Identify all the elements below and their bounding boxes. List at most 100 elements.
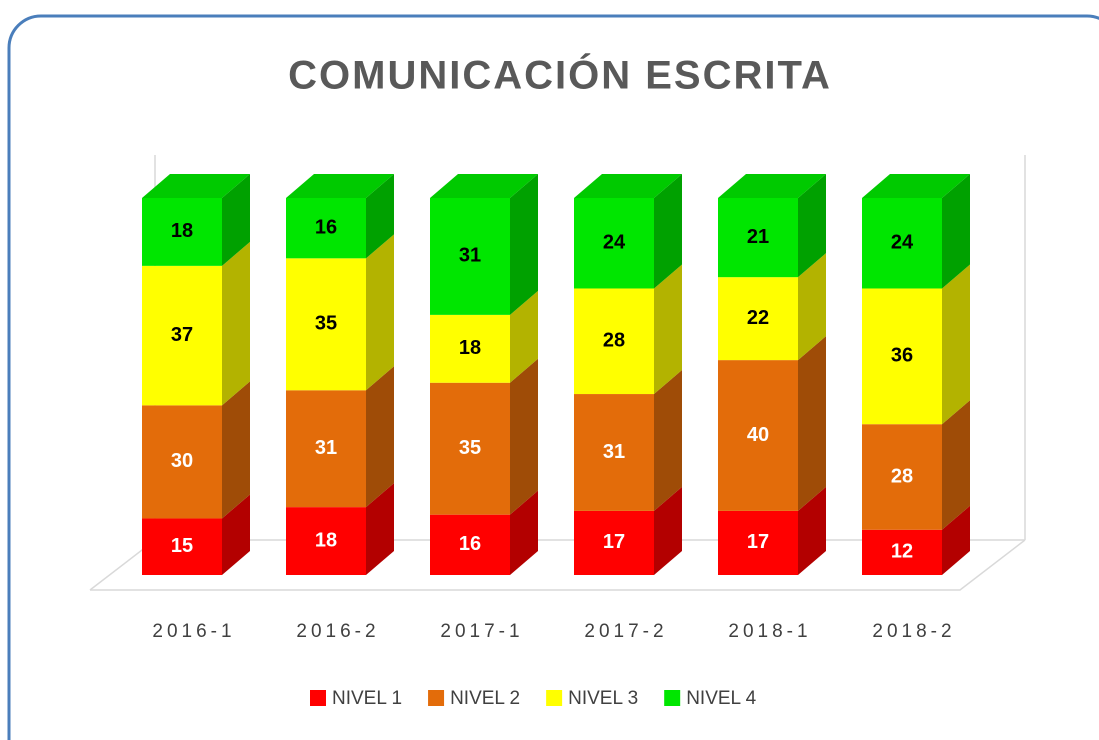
- bar-side: [798, 486, 826, 575]
- bar-front: [574, 510, 654, 575]
- bar-front: [862, 424, 942, 530]
- bar-front: [430, 314, 510, 383]
- data-label: 24: [603, 232, 626, 254]
- bar-side: [654, 264, 682, 395]
- bar-segment: [430, 174, 538, 315]
- bar-front: [862, 198, 942, 289]
- bar-front: [430, 514, 510, 575]
- chart-title: COMUNICACIÓN ESCRITA: [288, 52, 832, 98]
- bar-segment: [862, 174, 970, 289]
- data-label: 36: [891, 345, 913, 367]
- bar-front: [430, 382, 510, 515]
- bar-side: [654, 174, 682, 289]
- data-label: 18: [315, 529, 337, 551]
- bar-side: [510, 358, 538, 515]
- x-tick-label: 2016-1: [152, 621, 235, 642]
- bar-segment: [142, 241, 250, 406]
- bar-side: [222, 494, 250, 575]
- bar-side: [510, 490, 538, 575]
- chart-frame: [7, 14, 1099, 740]
- bar-segment: [718, 336, 826, 511]
- bar-segment: [142, 381, 250, 519]
- data-label: 22: [747, 307, 769, 329]
- data-label: 18: [459, 337, 481, 359]
- legend-swatch: [310, 690, 326, 706]
- legend-label: NIVEL 4: [686, 688, 756, 709]
- bar-segment: [286, 234, 394, 391]
- bar-segment: [286, 366, 394, 508]
- data-label: 24: [891, 232, 914, 254]
- bar-side: [798, 253, 826, 361]
- bar-side: [366, 174, 394, 259]
- x-tick-label: 2018-1: [728, 621, 811, 642]
- legend-label: NIVEL 2: [450, 688, 520, 709]
- data-label: 35: [459, 437, 481, 459]
- data-label: 16: [459, 533, 481, 555]
- legend-swatch: [546, 690, 563, 706]
- data-label: 28: [603, 330, 625, 352]
- bar-segment: [286, 483, 394, 575]
- legend-swatch: [664, 690, 681, 706]
- bar-front: [574, 198, 654, 289]
- bar-front: [862, 288, 942, 425]
- bar-segment: [430, 358, 538, 515]
- bar-front: [718, 198, 798, 278]
- data-label: 30: [171, 450, 193, 472]
- bar-segment: [862, 400, 970, 530]
- data-label: 31: [603, 441, 625, 463]
- bar-front: [286, 258, 366, 391]
- bar-side: [366, 234, 394, 391]
- data-label: 28: [891, 465, 913, 487]
- legend-swatch: [428, 690, 445, 706]
- bar-front: [142, 518, 222, 575]
- bar-side: [942, 505, 970, 575]
- data-label: 18: [171, 220, 193, 242]
- bar-front: [142, 265, 222, 406]
- data-label: 12: [891, 541, 913, 563]
- bar-side: [222, 174, 250, 266]
- bar-side: [798, 336, 826, 511]
- bar-segment: [718, 486, 826, 575]
- bar-front: [574, 394, 654, 511]
- bar-side: [798, 174, 826, 278]
- bar-side: [510, 174, 538, 315]
- bar-side: [366, 483, 394, 575]
- data-label: 17: [603, 531, 625, 553]
- bar-segment: [574, 486, 682, 575]
- bar-front: [574, 288, 654, 395]
- bar-front: [286, 507, 366, 575]
- x-tick-label: 2016-2: [296, 621, 379, 642]
- bar-segment: [142, 494, 250, 575]
- bar-segment: [286, 174, 394, 259]
- data-label: 17: [747, 531, 769, 553]
- legend-label: NIVEL 3: [568, 688, 638, 709]
- bar-side: [222, 381, 250, 519]
- bar-segment: [862, 264, 970, 425]
- bar-front: [286, 390, 366, 508]
- bar-segment: [862, 505, 970, 575]
- data-label: 31: [315, 437, 337, 459]
- data-label: 37: [171, 324, 193, 346]
- bar-top: [430, 174, 538, 198]
- bar-side: [654, 486, 682, 575]
- bar-side: [942, 264, 970, 425]
- bar-segment: [718, 174, 826, 278]
- bar-top: [574, 174, 682, 198]
- bar-front: [718, 360, 798, 511]
- bar-segment: [574, 370, 682, 511]
- bar-top: [286, 174, 394, 198]
- bar-side: [510, 290, 538, 383]
- bar-side: [942, 400, 970, 530]
- x-tick-label: 2018-2: [872, 621, 955, 642]
- bar-segment: [142, 174, 250, 266]
- bar-front: [862, 529, 942, 575]
- bar-segment: [718, 253, 826, 361]
- bar-front: [286, 198, 366, 259]
- data-label: 31: [459, 245, 481, 267]
- bar-top: [862, 174, 970, 198]
- data-label: 21: [747, 226, 769, 248]
- data-label: 40: [747, 424, 769, 446]
- bar-front: [718, 277, 798, 361]
- bar-segment: [430, 290, 538, 383]
- bar-side: [942, 174, 970, 289]
